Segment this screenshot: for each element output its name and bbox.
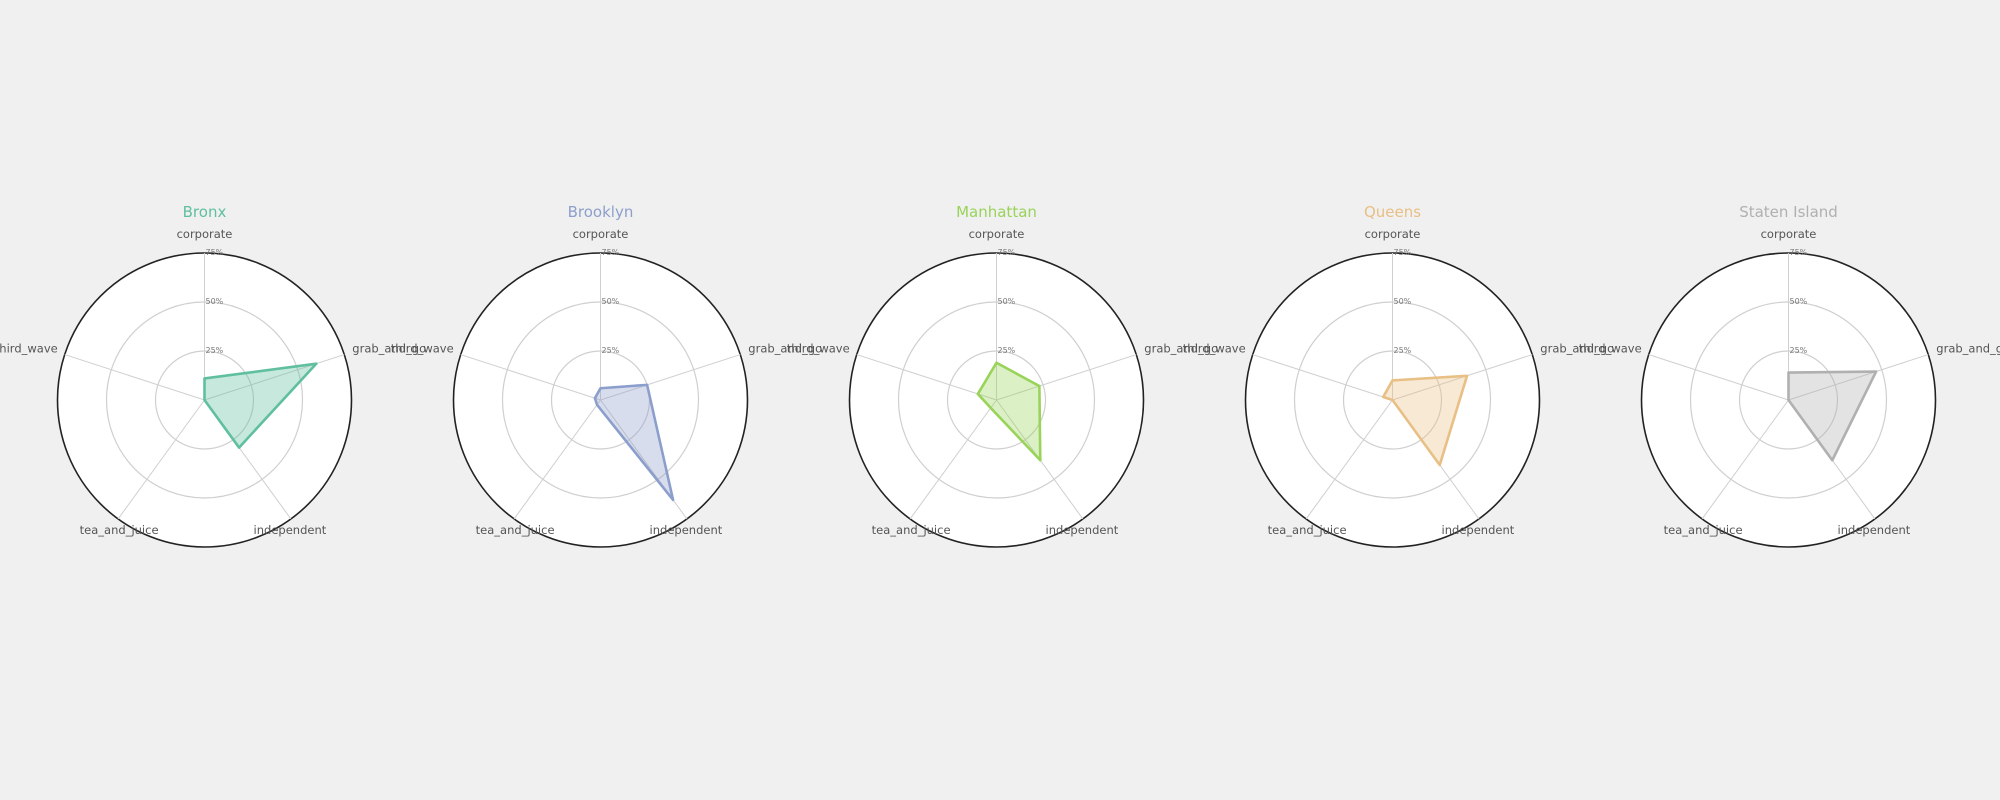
radar-spoke-third-wave (1648, 354, 1789, 401)
axis-label-grab-and-go: grab_and_go (748, 342, 822, 356)
panel-title-staten-island: Staten Island (1739, 203, 1838, 221)
radar-spoke-tea-and-juice (513, 399, 601, 520)
radar-spoke-grab-and-go (600, 354, 741, 401)
axis-label-independent: independent (1046, 523, 1119, 537)
radar-panel-manhattan: 25% 50% 75% corporate grab_and_go independent… (787, 203, 1218, 548)
axis-label-corporate: corporate (177, 227, 233, 241)
radar-panel-brooklyn: 25% 50% 75% corporate grab_and_go independent… (391, 203, 822, 548)
radar-spoke-grab-and-go (204, 354, 345, 401)
axis-label-tea-and-juice: tea_and_juice (80, 523, 159, 537)
panel-title-bronx: Bronx (183, 203, 227, 221)
radar-panel-queens: 25% 50% 75% corporate grab_and_go independent… (1183, 203, 1614, 548)
axis-label-tea-and-juice: tea_and_juice (476, 523, 555, 537)
radar-spoke-tea-and-juice (117, 399, 205, 520)
axis-label-tea-and-juice: tea_and_juice (872, 523, 951, 537)
series-polygon-staten-island (1787, 370, 1878, 462)
axis-label-independent: independent (650, 523, 723, 537)
radar-spoke-tea-and-juice (1305, 399, 1393, 520)
axis-label-corporate: corporate (969, 227, 1025, 241)
radial-tick-label: 25% (998, 346, 1016, 355)
axis-label-third-wave: third_wave (391, 342, 454, 356)
axis-label-tea-and-juice: tea_and_juice (1664, 523, 1743, 537)
axis-label-third-wave: third_wave (1579, 342, 1642, 356)
axis-label-independent: independent (1838, 523, 1911, 537)
axis-label-tea-and-juice: tea_and_juice (1268, 523, 1347, 537)
axis-label-third-wave: third_wave (1183, 342, 1246, 356)
panel-title-manhattan: Manhattan (956, 203, 1037, 221)
radial-tick-label: 75% (206, 248, 224, 257)
axis-label-third-wave: third_wave (787, 342, 850, 356)
axis-label-corporate: corporate (1365, 227, 1421, 241)
radial-tick-label: 50% (1790, 297, 1808, 306)
radial-tick-label: 75% (1790, 248, 1808, 257)
radar-spoke-tea-and-juice (1701, 399, 1789, 520)
radial-tick-label: 25% (1394, 346, 1412, 355)
series-polygon-bronx (203, 362, 318, 449)
series-polygon-manhattan (976, 361, 1042, 462)
axis-label-corporate: corporate (573, 227, 629, 241)
radar-spoke-third-wave (460, 354, 601, 401)
radial-tick-label: 75% (1394, 248, 1412, 257)
radial-tick-label: 25% (206, 346, 224, 355)
radar-spoke-third-wave (64, 354, 205, 401)
radar-spoke-third-wave (1252, 354, 1393, 401)
panel-title-queens: Queens (1364, 203, 1421, 221)
radial-tick-label: 75% (998, 248, 1016, 257)
axis-label-grab-and-go: grab_and_go (352, 342, 426, 356)
radial-tick-label: 50% (206, 297, 224, 306)
axis-label-independent: independent (254, 523, 327, 537)
radar-spoke-grab-and-go (1788, 354, 1929, 401)
series-polygon-queens (1381, 374, 1469, 467)
radial-tick-label: 25% (602, 346, 620, 355)
radar-spoke-tea-and-juice (909, 399, 997, 520)
radar-spoke-third-wave (856, 354, 997, 401)
axis-label-corporate: corporate (1761, 227, 1817, 241)
radial-tick-label: 25% (1790, 346, 1808, 355)
radar-spoke-grab-and-go (996, 354, 1137, 401)
axis-label-grab-and-go: grab_and_go (1144, 342, 1218, 356)
radial-tick-label: 50% (1394, 297, 1412, 306)
radial-tick-label: 75% (602, 248, 620, 257)
radial-tick-label: 50% (998, 297, 1016, 306)
axis-label-third-wave: third_wave (0, 342, 58, 356)
panel-title-brooklyn: Brooklyn (568, 203, 634, 221)
radar-panel-bronx: 25% 50% 75% corporate grab_and_go independent… (0, 203, 426, 548)
axis-label-independent: independent (1442, 523, 1515, 537)
radial-tick-label: 50% (602, 297, 620, 306)
series-polygon-brooklyn (593, 383, 675, 502)
axis-label-grab-and-go: grab_and_go (1936, 342, 2000, 356)
axis-label-grab-and-go: grab_and_go (1540, 342, 1614, 356)
radar-panel-staten-island: 25% 50% 75% corporate grab_and_go independent… (1579, 203, 2000, 548)
